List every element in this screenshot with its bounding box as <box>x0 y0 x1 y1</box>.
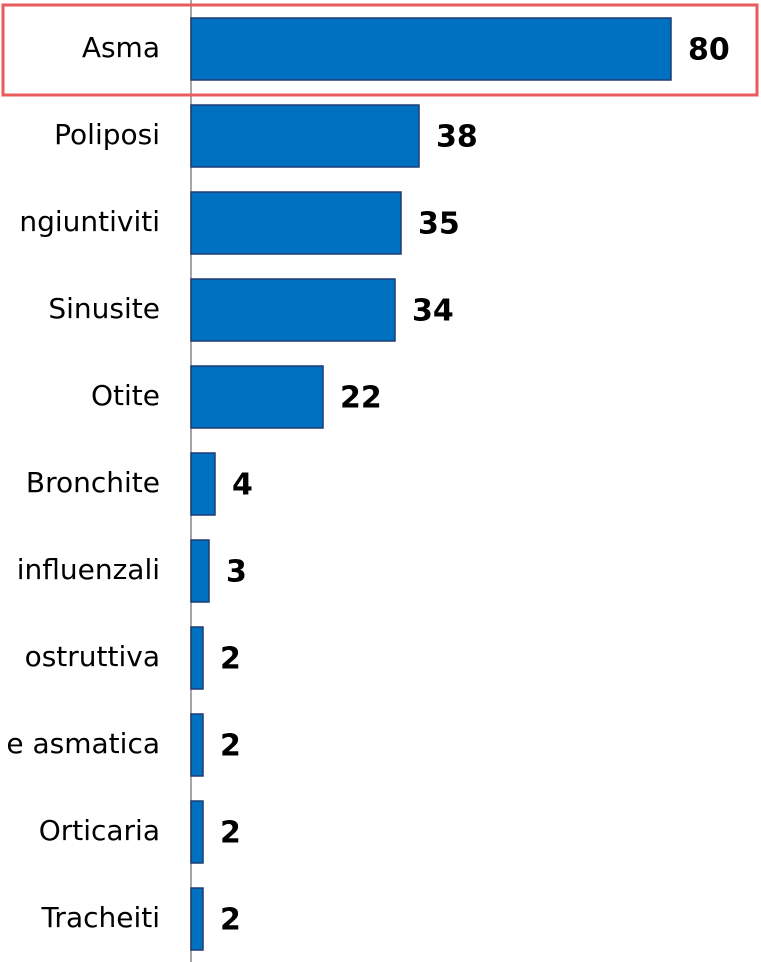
value-label: 2 <box>220 729 241 764</box>
value-label: 80 <box>688 33 730 68</box>
category-label: Asma <box>82 31 160 64</box>
bar <box>190 887 204 951</box>
category-label: Orticaria <box>39 814 160 847</box>
value-label: 2 <box>220 816 241 851</box>
bar <box>190 713 204 777</box>
bar <box>190 278 396 342</box>
bar <box>190 626 204 690</box>
value-label: 22 <box>340 381 382 416</box>
category-label: Otite <box>91 379 160 412</box>
value-label: 2 <box>220 903 241 938</box>
bar <box>190 800 204 864</box>
value-label: 2 <box>220 642 241 677</box>
value-label: 3 <box>226 555 247 590</box>
value-label: 34 <box>412 294 454 329</box>
category-label: Bronchite <box>26 466 160 499</box>
bar <box>190 365 324 429</box>
category-label: Poliposi <box>54 118 160 151</box>
value-label: 38 <box>436 120 478 155</box>
value-label: 35 <box>418 207 460 242</box>
category-label: ngiuntiviti <box>19 205 160 238</box>
bar <box>190 452 216 516</box>
bar <box>190 104 420 168</box>
bar <box>190 539 210 603</box>
highlight <box>1 3 759 97</box>
value-label: 4 <box>232 468 253 503</box>
category-label: Tracheiti <box>40 901 160 934</box>
bar <box>190 17 672 81</box>
category-label: influenzali <box>17 553 160 586</box>
category-label: Sinusite <box>48 292 160 325</box>
bar <box>190 191 402 255</box>
category-label: e asmatica <box>6 727 160 760</box>
category-label: ostruttiva <box>25 640 160 673</box>
